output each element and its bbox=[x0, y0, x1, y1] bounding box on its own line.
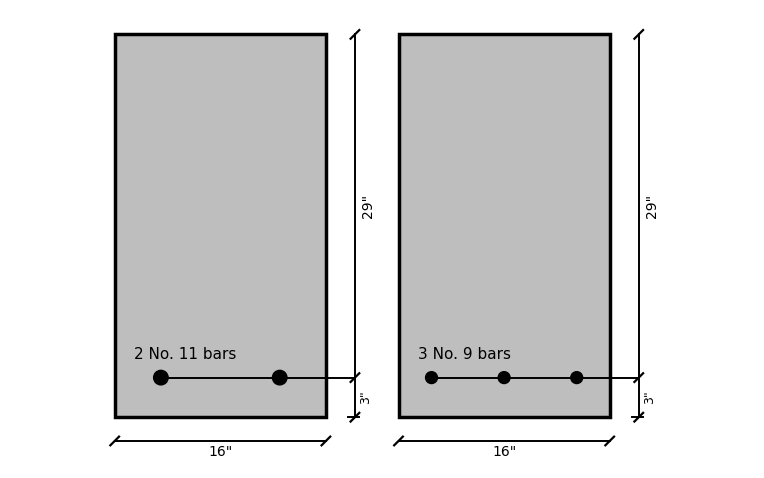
Text: 29": 29" bbox=[645, 194, 659, 218]
Text: 3": 3" bbox=[360, 391, 373, 404]
Circle shape bbox=[273, 370, 287, 385]
Circle shape bbox=[426, 372, 438, 383]
Circle shape bbox=[571, 372, 583, 383]
Text: 16": 16" bbox=[492, 445, 516, 459]
Text: 29": 29" bbox=[361, 194, 375, 218]
Bar bbox=[115, 34, 326, 417]
Circle shape bbox=[154, 370, 168, 385]
Text: 16": 16" bbox=[208, 445, 232, 459]
Text: 3": 3" bbox=[643, 391, 656, 404]
Text: 3 No. 9 bars: 3 No. 9 bars bbox=[419, 347, 511, 362]
Circle shape bbox=[498, 372, 510, 383]
Bar bbox=[399, 34, 610, 417]
Text: 2 No. 11 bars: 2 No. 11 bars bbox=[134, 347, 237, 362]
